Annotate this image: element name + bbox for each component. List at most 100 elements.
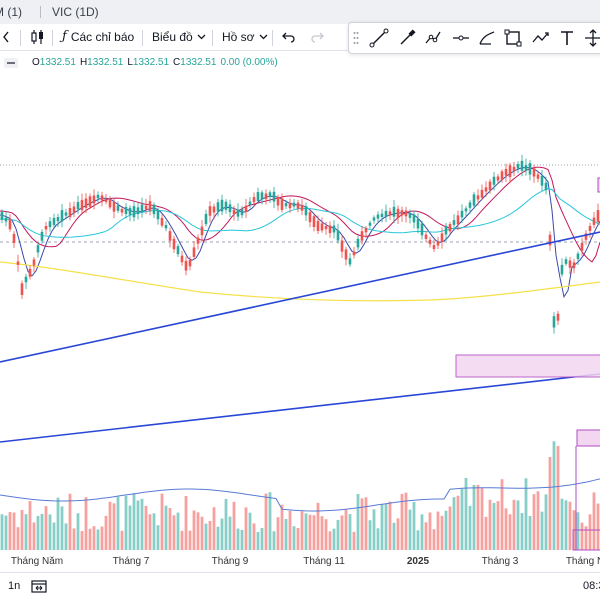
undo-button[interactable] (282, 28, 296, 46)
candle-body (480, 189, 484, 198)
candle-body (492, 176, 496, 185)
rectangle-icon[interactable] (503, 28, 523, 48)
legend-collapse-icon[interactable] (4, 58, 18, 68)
volume-bar (96, 529, 100, 550)
profile-dropdown[interactable]: Hồ sơ (222, 28, 268, 46)
ma-line-long (0, 261, 600, 302)
text-icon[interactable] (557, 28, 577, 48)
volume-bar (460, 488, 464, 550)
volume-pane (0, 441, 600, 550)
indicators-button[interactable]: ƒ Các chỉ báo (62, 28, 134, 46)
volume-bar (16, 527, 20, 550)
candle-body (260, 192, 264, 200)
volume-bar (564, 500, 568, 550)
volume-bar (236, 528, 240, 550)
legend-h-label: H (79, 57, 88, 68)
volume-bar (76, 513, 80, 550)
price-chart[interactable] (0, 70, 600, 552)
candle-body (372, 217, 376, 221)
candle-body (224, 201, 228, 210)
candle-body (588, 226, 592, 231)
candle-body (124, 207, 128, 214)
projection-icon[interactable] (531, 28, 551, 48)
volume-bar (408, 509, 412, 550)
volume-bar (452, 497, 456, 550)
shape-icon[interactable] (477, 28, 497, 48)
range-button[interactable]: 1n (8, 580, 21, 592)
calendar-range-icon (31, 580, 47, 593)
volume-bar (392, 522, 396, 550)
volume-bar (300, 511, 304, 550)
drag-handle-icon[interactable] (353, 31, 359, 45)
volume-bar (204, 523, 208, 550)
candle-body (304, 206, 308, 216)
volume-bar (524, 478, 528, 550)
candle-body (132, 206, 136, 218)
candle-body (400, 210, 404, 216)
redo-icon (311, 32, 324, 43)
candle-body (556, 313, 560, 321)
volume-bar (476, 484, 480, 550)
volume-bar (424, 522, 428, 550)
volume-bar (260, 528, 264, 550)
candle-body (192, 247, 196, 257)
candle-style-button[interactable] (30, 28, 46, 46)
volume-bar (60, 506, 64, 550)
chart-type-dropdown[interactable]: Biểu đồ (152, 28, 206, 46)
volume-bar (480, 487, 484, 550)
tab-watchlist[interactable]: M (1) (0, 5, 22, 19)
volume-bar (420, 514, 424, 550)
date-range-button[interactable] (30, 578, 48, 594)
candle-body (508, 165, 512, 178)
horizontal-ray-icon[interactable] (451, 28, 471, 48)
volume-bar (340, 515, 344, 550)
tab-vic-chart[interactable]: VIC (1D) (52, 5, 99, 19)
redo-button[interactable] (310, 28, 324, 46)
candle-body (432, 245, 436, 250)
chart-canvas[interactable] (0, 70, 600, 552)
ma-line-fast (0, 167, 600, 299)
candle-body (524, 165, 528, 171)
candle-body (24, 276, 28, 283)
volume-bar (384, 503, 388, 550)
candle-body (108, 200, 112, 208)
trend-line-lower (0, 373, 600, 443)
volume-bar (516, 500, 520, 550)
volume-bar (292, 526, 296, 550)
volume-bar (308, 514, 312, 550)
volume-bar (192, 510, 196, 550)
candle-body (428, 239, 432, 245)
volume-bar (136, 500, 140, 550)
chevron-left-icon[interactable] (2, 28, 10, 46)
volume-bar (404, 492, 408, 550)
volume-bar (596, 503, 600, 550)
volume-bar (52, 522, 56, 550)
path-icon[interactable] (423, 28, 443, 48)
volume-bar (140, 498, 144, 550)
candle-body (144, 205, 148, 210)
brush-icon[interactable] (397, 28, 417, 48)
candle-body (380, 213, 384, 217)
x-tick-label: Tháng 11 (303, 556, 345, 567)
volume-bar (380, 504, 384, 550)
candle-body (68, 207, 72, 218)
candle-body (96, 194, 100, 199)
legend-change: 0.00 (0.00%) (220, 57, 278, 68)
candle-body (580, 242, 584, 251)
volume-bar (544, 494, 548, 550)
candle-body (12, 233, 16, 244)
volume-bar (500, 479, 504, 550)
candle-body (104, 198, 108, 203)
candle-body (280, 198, 284, 210)
legend-c-value: 1332.51 (180, 57, 217, 68)
volume-bar (28, 501, 32, 550)
volume-bar (32, 522, 36, 550)
x-tick-label: Tháng N (565, 556, 600, 567)
volume-bar (288, 510, 292, 550)
crosshair-move-icon[interactable] (583, 28, 600, 48)
candle-body (72, 206, 76, 213)
candle-body (348, 258, 352, 265)
volume-bar (168, 508, 172, 550)
trend-line-icon[interactable] (369, 28, 389, 48)
candle-body (220, 199, 224, 212)
